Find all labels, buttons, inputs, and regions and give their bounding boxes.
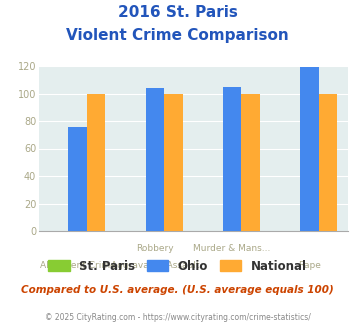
Text: 2016 St. Paris: 2016 St. Paris <box>118 5 237 20</box>
Legend: St. Paris, Ohio, National: St. Paris, Ohio, National <box>44 255 311 278</box>
Text: Violent Crime Comparison: Violent Crime Comparison <box>66 28 289 43</box>
Bar <box>300 67 318 231</box>
Text: Aggravated Assault: Aggravated Assault <box>111 261 199 270</box>
Bar <box>87 93 105 231</box>
Bar <box>241 93 260 231</box>
Bar <box>164 93 183 231</box>
Text: Rape: Rape <box>298 261 321 270</box>
Text: All Violent Crime: All Violent Crime <box>40 261 115 270</box>
Bar <box>223 86 241 231</box>
Text: © 2025 CityRating.com - https://www.cityrating.com/crime-statistics/: © 2025 CityRating.com - https://www.city… <box>45 314 310 322</box>
Bar <box>69 126 87 231</box>
Text: Robbery: Robbery <box>136 244 174 253</box>
Text: Murder & Mans...: Murder & Mans... <box>193 244 271 253</box>
Text: Compared to U.S. average. (U.S. average equals 100): Compared to U.S. average. (U.S. average … <box>21 285 334 295</box>
Bar <box>146 88 164 231</box>
Bar <box>318 93 337 231</box>
